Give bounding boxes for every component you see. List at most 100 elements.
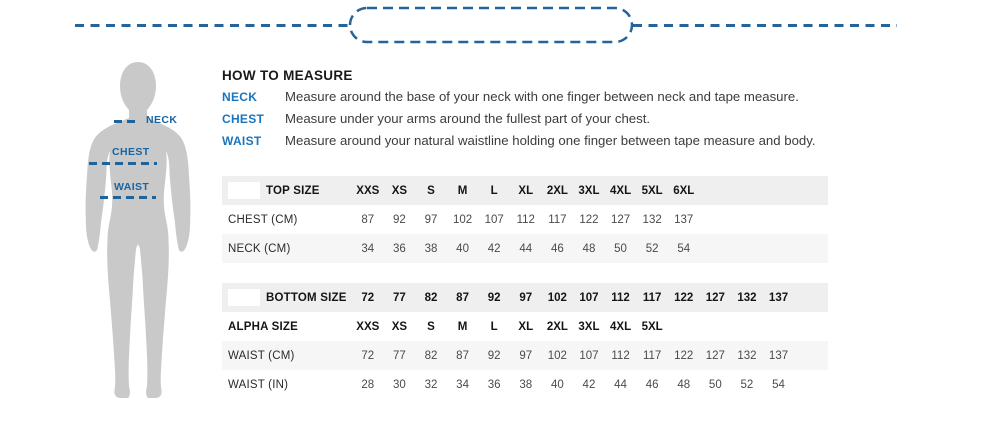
- value-cell: 52: [740, 378, 754, 391]
- value-cell: 48: [582, 242, 596, 255]
- neck-dash-line: [114, 120, 140, 123]
- measure-instruction-waist: WAIST Measure around your natural waistl…: [222, 133, 902, 150]
- row-label-cell: ALPHA SIZE: [228, 320, 298, 333]
- table-row: NECK (CM) 34 36 38 40 42 44 46 48 50 52 54: [222, 234, 828, 263]
- value-cell: 107: [484, 213, 504, 226]
- value-cell: S: [427, 320, 435, 333]
- top-size-table: TOP SIZE XXS XS S M L XL 2XL 3XL 4XL 5XL 6XL CHEST (…: [222, 176, 828, 263]
- value-cell: 54: [677, 242, 691, 255]
- measure-label: CHEST: [222, 111, 265, 126]
- value-cell: 32: [424, 378, 438, 391]
- measure-label: WAIST: [222, 133, 262, 148]
- size-header-cell: XS: [391, 184, 408, 197]
- size-header-cell: 2XL: [546, 184, 568, 197]
- size-header-cell: 97: [519, 291, 533, 304]
- value-cell: 117: [642, 349, 662, 362]
- measure-text: Measure around your natural waistline ho…: [285, 132, 816, 148]
- measure-text: Measure around the base of your neck wit…: [285, 88, 799, 104]
- value-cell: 122: [674, 349, 694, 362]
- value-cell: 77: [392, 349, 406, 362]
- value-cell: 36: [487, 378, 501, 391]
- value-cell: 46: [645, 378, 659, 391]
- value-cell: 30: [392, 378, 406, 391]
- measure-text: Measure under your arms around the fulle…: [285, 110, 651, 126]
- value-cell: XXS: [356, 320, 380, 333]
- value-cell: 50: [708, 378, 722, 391]
- bottom-size-table: BOTTOM SIZE 72 77 82 87 92 97 102 107 112 117 122 12…: [222, 283, 828, 399]
- size-header-cell: 4XL: [610, 184, 632, 197]
- logo-patch: [228, 289, 260, 306]
- value-cell: 127: [705, 349, 725, 362]
- value-cell: L: [490, 320, 498, 333]
- size-header-cell: 77: [392, 291, 406, 304]
- value-cell: 137: [768, 349, 789, 362]
- body-silhouette: [85, 62, 191, 398]
- size-header-cell: 72: [361, 291, 375, 304]
- value-cell: 2XL: [546, 320, 568, 333]
- size-header-cell: 127: [705, 291, 725, 304]
- value-cell: 34: [361, 242, 375, 255]
- size-header-cell: XXS: [356, 184, 380, 197]
- value-cell: 102: [547, 349, 567, 362]
- value-cell: 40: [550, 378, 564, 391]
- size-header-cell: 82: [424, 291, 438, 304]
- measure-instruction-neck: NECK Measure around the base of your nec…: [222, 89, 902, 106]
- value-cell: 92: [487, 349, 501, 362]
- value-cell: 112: [611, 349, 630, 362]
- how-to-measure-section: HOW TO MEASURE NECK Measure around the b…: [222, 68, 902, 149]
- value-cell: 48: [677, 378, 691, 391]
- size-header-cell: 132: [737, 291, 757, 304]
- value-cell: 38: [424, 242, 438, 255]
- table-row: CHEST (CM) 87 92 97 102 107 112 117 122 127 132 137: [222, 205, 828, 234]
- table-header-label-cell: TOP SIZE: [222, 182, 352, 199]
- size-header-cell: S: [427, 184, 435, 197]
- value-cell: 52: [645, 242, 659, 255]
- value-cell: 132: [737, 349, 757, 362]
- size-header-cell: 107: [579, 291, 599, 304]
- value-cell: 42: [487, 242, 501, 255]
- value-cell: 107: [579, 349, 599, 362]
- value-cell: 3XL: [578, 320, 600, 333]
- size-header-cell: L: [490, 184, 498, 197]
- measure-instruction-chest: CHEST Measure under your arms around the…: [222, 111, 902, 128]
- size-header-cell: XL: [518, 184, 534, 197]
- value-cell: 46: [550, 242, 564, 255]
- size-header-cell: 3XL: [578, 184, 600, 197]
- value-cell: 44: [519, 242, 533, 255]
- value-cell: 54: [772, 378, 785, 391]
- figure-chest-label: CHEST: [112, 146, 150, 158]
- dashed-pill: [348, 6, 634, 44]
- table-row: ALPHA SIZE XXS XS S M L XL 2XL 3XL 4XL 5XL: [222, 312, 828, 341]
- value-cell: 102: [452, 213, 473, 226]
- value-cell: 92: [392, 213, 406, 226]
- waist-dash-line: [100, 196, 156, 199]
- value-cell: 127: [610, 213, 631, 226]
- table-row: WAIST (IN) 28 30 32 34 36 38 40 42 44 46 48 50 52 54: [222, 370, 828, 399]
- table-header-row: BOTTOM SIZE 72 77 82 87 92 97 102 107 112 117 122 12…: [222, 283, 828, 312]
- value-cell: 38: [519, 378, 533, 391]
- table-header-label-text: BOTTOM SIZE: [266, 291, 347, 304]
- measure-label: NECK: [222, 89, 258, 104]
- size-header-cell: 87: [456, 291, 469, 304]
- value-cell: 87: [456, 349, 469, 362]
- value-cell: 40: [456, 242, 469, 255]
- chest-dash-line: [89, 162, 157, 165]
- table-header-label-cell: BOTTOM SIZE: [222, 289, 352, 306]
- value-cell: 117: [548, 213, 567, 226]
- value-cell: 122: [579, 213, 599, 226]
- value-cell: M: [457, 320, 468, 333]
- size-header-cell: 92: [487, 291, 501, 304]
- size-header-cell: 5XL: [641, 184, 663, 197]
- value-cell: 137: [674, 213, 694, 226]
- value-cell: 4XL: [610, 320, 632, 333]
- section-title: HOW TO MEASURE: [222, 68, 353, 83]
- size-header-cell: 122: [674, 291, 694, 304]
- row-label-cell: CHEST (CM): [228, 213, 298, 226]
- size-header-cell: 6XL: [673, 184, 695, 197]
- value-cell: 36: [392, 242, 406, 255]
- size-header-cell: M: [457, 184, 468, 197]
- value-cell: 44: [614, 378, 627, 391]
- size-header-cell: 137: [768, 291, 789, 304]
- value-cell: 112: [516, 213, 535, 226]
